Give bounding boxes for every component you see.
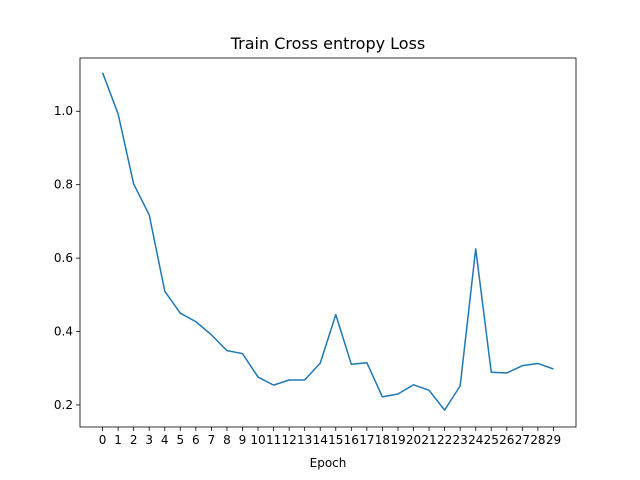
x-tick-label: 0: [99, 433, 107, 447]
x-tick-label: 11: [266, 433, 281, 447]
chart-title: Train Cross entropy Loss: [230, 34, 426, 53]
y-tick-label: 0.6: [54, 251, 73, 265]
x-tick-label: 9: [239, 433, 247, 447]
x-tick-label: 1: [114, 433, 122, 447]
x-tick-label: 16: [344, 433, 359, 447]
y-tick-label: 0.2: [54, 398, 73, 412]
x-tick-label: 7: [208, 433, 216, 447]
x-tick-label: 24: [468, 433, 483, 447]
x-tick-label: 12: [281, 433, 296, 447]
x-tick-label: 27: [515, 433, 530, 447]
x-tick-label: 3: [145, 433, 153, 447]
x-tick-label: 28: [530, 433, 545, 447]
x-axis-label: Epoch: [310, 456, 347, 470]
x-tick-label: 2: [130, 433, 138, 447]
axes-frame: [79, 57, 577, 428]
y-tick-label: 0.8: [54, 178, 73, 192]
x-tick-label: 25: [484, 433, 499, 447]
x-tick-label: 15: [328, 433, 343, 447]
x-tick-label: 22: [437, 433, 452, 447]
y-tick-label: 1.0: [54, 104, 73, 118]
x-tick-label: 8: [223, 433, 231, 447]
plot-area: 0 1 2 3 4 5 6 7 8 9 10 11 12 13 14 15 16 17 18 19 20 21 22 23 24…: [54, 57, 577, 447]
x-tick-label: 6: [192, 433, 200, 447]
x-tick-label: 23: [453, 433, 468, 447]
x-tick-label: 29: [546, 433, 561, 447]
x-tick-label: 26: [499, 433, 514, 447]
x-tick-label: 18: [375, 433, 390, 447]
x-tick-label: 14: [313, 433, 328, 447]
x-tick-label: 19: [390, 433, 405, 447]
x-tick-label: 17: [359, 433, 374, 447]
x-tick-label: 4: [161, 433, 169, 447]
series-line-0: [101, 72, 554, 411]
x-tick-label: 20: [406, 433, 421, 447]
x-tick-label: 21: [421, 433, 436, 447]
x-tick-label: 10: [250, 433, 265, 447]
x-tick-label: 13: [297, 433, 312, 447]
y-tick-label: 0.4: [54, 325, 73, 339]
x-tick-label: 5: [176, 433, 184, 447]
